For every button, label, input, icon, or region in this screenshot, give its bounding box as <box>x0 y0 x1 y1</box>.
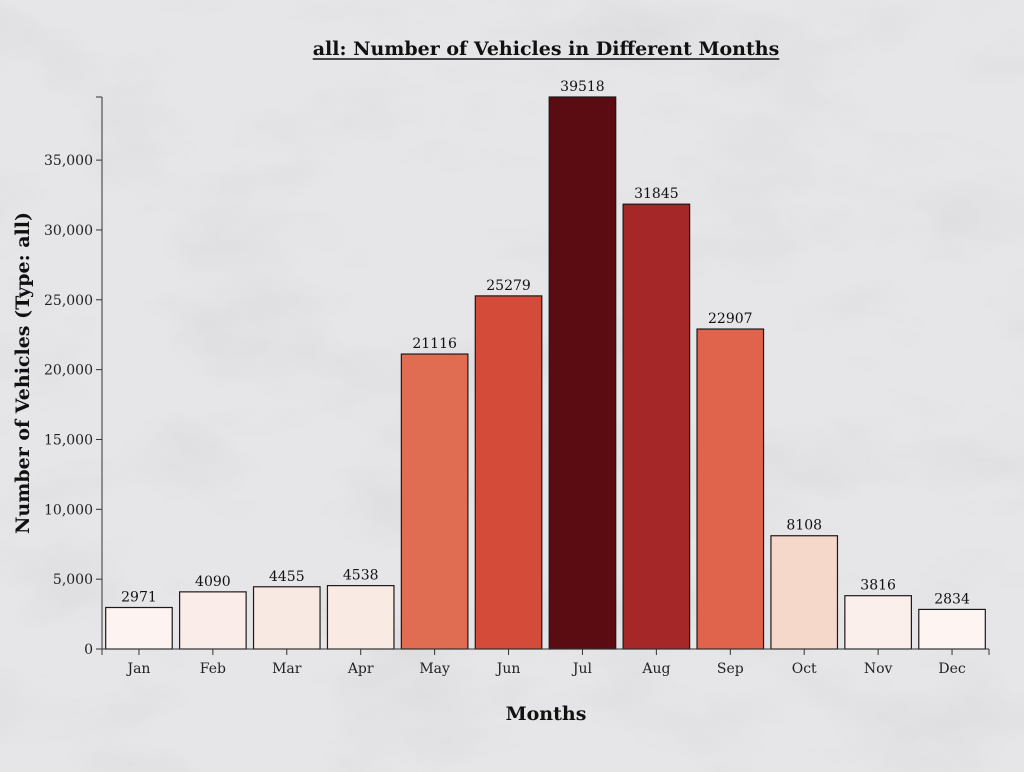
data-label-mar: 4455 <box>269 569 305 585</box>
x-axis: Jan Feb Mar Apr May Jun Jul Aug Sep Oct Nov Dec <box>101 648 990 677</box>
bar-jul <box>548 96 617 650</box>
y-axis-title: Number of Vehicles (Type: all) <box>12 212 34 534</box>
bar-mar <box>252 586 321 650</box>
y-tick-label: 30,000 <box>44 223 93 239</box>
bars-group <box>105 96 986 650</box>
data-label-sep: 22907 <box>708 311 753 327</box>
data-label-apr: 4538 <box>343 568 379 584</box>
y-tick-label: 20,000 <box>44 363 93 379</box>
x-tick-label: Jan <box>125 661 150 677</box>
data-label-aug: 31845 <box>634 186 679 202</box>
data-label-oct: 8108 <box>786 518 822 534</box>
data-label-may: 21116 <box>412 336 457 352</box>
x-tick-label: May <box>419 661 450 677</box>
x-tick-label: Dec <box>938 661 966 677</box>
y-tick-label: 0 <box>84 642 93 658</box>
x-tick-label: Jul <box>571 661 593 677</box>
bar-aug <box>622 203 691 650</box>
data-labels-group: 2971 4090 4455 4538 21116 25279 39518 31845 2290… <box>121 79 970 607</box>
bar-may <box>400 353 469 650</box>
data-label-dec: 2834 <box>934 591 970 607</box>
y-tick-label: 10,000 <box>44 502 93 518</box>
chart-title: all: Number of Vehicles in Different Mon… <box>313 38 780 60</box>
bar-nov <box>844 595 912 650</box>
data-label-jan: 2971 <box>121 590 157 606</box>
data-label-jun: 25279 <box>486 278 531 294</box>
bar-dec <box>918 608 986 650</box>
x-axis-title: Months <box>506 703 587 725</box>
x-tick-label: Mar <box>272 661 302 677</box>
x-tick-label: Apr <box>347 661 374 677</box>
x-tick-label: Jun <box>495 661 521 677</box>
bar-feb <box>179 591 247 650</box>
y-tick-label: 25,000 <box>44 293 93 309</box>
bar-sep <box>696 328 765 650</box>
data-label-nov: 3816 <box>860 578 896 594</box>
y-tick-label: 35,000 <box>44 153 93 169</box>
bar-jun <box>474 295 543 650</box>
y-tick-label: 5,000 <box>53 572 93 588</box>
x-tick-label: Feb <box>200 661 226 677</box>
bar-oct <box>770 535 839 650</box>
y-axis: 0 5,000 10,000 15,000 20,000 25,000 30,000 35,0… <box>44 96 103 658</box>
bar-apr <box>326 585 395 650</box>
data-label-feb: 4090 <box>195 574 231 590</box>
x-tick-label: Oct <box>792 661 817 677</box>
x-tick-label: Sep <box>717 661 744 677</box>
data-label-jul: 39518 <box>560 79 605 95</box>
x-tick-label: Aug <box>641 661 670 677</box>
y-tick-label: 15,000 <box>44 432 93 448</box>
x-tick-label: Nov <box>864 661 893 677</box>
bar-jan <box>105 606 173 650</box>
